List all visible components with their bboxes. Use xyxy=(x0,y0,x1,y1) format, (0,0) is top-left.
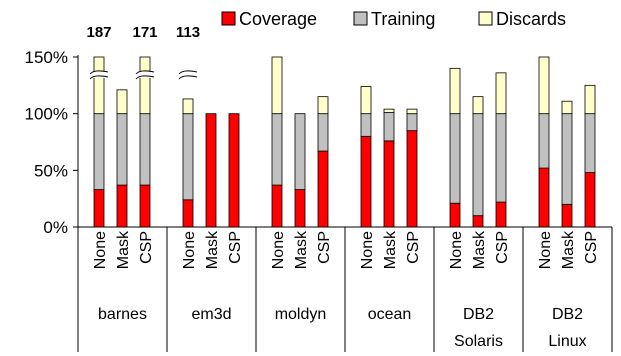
bar-label: None xyxy=(92,231,109,269)
axis-break-gap xyxy=(180,72,196,78)
bar-label: CSP xyxy=(138,231,155,264)
bar-label: Mask xyxy=(560,230,577,269)
bar-training-ocean-none xyxy=(360,113,372,137)
y-tick-label: 100% xyxy=(25,105,68,124)
bar-training-db2-linux-none xyxy=(538,113,550,169)
bar-training-db2-solaris-csp xyxy=(495,113,507,203)
y-tick-label: 0% xyxy=(43,218,68,237)
bar-label: CSP xyxy=(316,231,333,264)
bar-label: None xyxy=(270,231,287,269)
bar-discards-db2-solaris-csp xyxy=(495,72,507,115)
bar-overflow-label: 171 xyxy=(132,24,157,41)
axis-break-mark xyxy=(89,70,109,75)
bar-label: Mask xyxy=(471,230,488,269)
bar-discards-moldyn-csp xyxy=(317,96,329,115)
bar-training-barnes-none xyxy=(93,113,105,190)
legend-label-discards: Discards xyxy=(496,9,566,29)
bar-discards-db2-linux-csp xyxy=(584,84,596,115)
group-label: DB2 xyxy=(463,306,494,323)
bar-training-db2-linux-csp xyxy=(584,113,596,173)
legend-label-coverage: Coverage xyxy=(239,9,317,29)
bar-label: Mask xyxy=(115,230,132,269)
group-label: em3d xyxy=(191,306,231,323)
y-tick-label: 150% xyxy=(25,48,68,67)
bar-training-moldyn-none xyxy=(271,113,283,186)
bar-coverage-moldyn-mask xyxy=(294,189,306,228)
bar-label: CSP xyxy=(405,231,422,264)
bar-coverage-db2-linux-none xyxy=(538,167,550,228)
bar-training-barnes-mask xyxy=(116,113,128,186)
bar-coverage-db2-solaris-mask xyxy=(472,215,484,228)
bar-discards-barnes-csp xyxy=(139,56,151,115)
bar-coverage-barnes-csp xyxy=(139,184,151,228)
bar-label: Mask xyxy=(382,230,399,269)
group-label: moldyn xyxy=(275,306,327,323)
bar-label: None xyxy=(448,231,465,269)
group-label: ocean xyxy=(368,306,412,323)
bar-discards-db2-linux-none xyxy=(538,56,550,115)
bar-coverage-em3d-mask xyxy=(205,113,217,228)
bar-training-moldyn-mask xyxy=(294,113,306,190)
bar-coverage-moldyn-csp xyxy=(317,150,329,228)
bar-training-db2-linux-mask xyxy=(561,113,573,205)
bar-coverage-db2-solaris-csp xyxy=(495,201,507,228)
legend-swatch-coverage xyxy=(221,11,236,26)
legend-swatch-discards xyxy=(478,11,493,26)
bar-label: CSP xyxy=(494,231,511,264)
bar-coverage-db2-linux-mask xyxy=(561,203,573,228)
bar-coverage-ocean-csp xyxy=(406,130,418,228)
axis-break-mark xyxy=(178,70,198,75)
group-label: Solaris xyxy=(454,333,503,350)
bar-training-db2-solaris-none xyxy=(449,113,461,204)
bar-coverage-db2-solaris-none xyxy=(449,202,461,228)
bar-training-moldyn-csp xyxy=(317,113,329,152)
bar-discards-barnes-none xyxy=(93,56,105,115)
bar-training-em3d-none xyxy=(182,113,194,201)
legend-label-training: Training xyxy=(371,9,435,29)
axis-break-mark xyxy=(135,75,155,80)
bar-label: None xyxy=(181,231,198,269)
bar-discards-ocean-csp xyxy=(406,108,418,115)
bar-training-db2-solaris-mask xyxy=(472,113,484,217)
bar-label: Mask xyxy=(293,230,310,269)
bar-overflow-label: 113 xyxy=(176,24,200,41)
bar-discards-barnes-mask xyxy=(116,89,128,115)
bar-discards-db2-linux-mask xyxy=(561,100,573,115)
bar-training-ocean-csp xyxy=(406,113,418,132)
axis-break-mark xyxy=(178,75,198,80)
bar-coverage-barnes-none xyxy=(93,189,105,228)
bar-label: None xyxy=(359,231,376,269)
bar-label: CSP xyxy=(583,231,600,264)
group-label: DB2 xyxy=(552,306,583,323)
axis-break-gap xyxy=(137,72,153,78)
bar-label: Mask xyxy=(204,230,221,269)
bar-coverage-db2-linux-csp xyxy=(584,172,596,228)
bar-coverage-em3d-csp xyxy=(228,113,240,228)
bar-coverage-moldyn-none xyxy=(271,184,283,228)
bar-discards-moldyn-none xyxy=(271,56,283,115)
bar-training-ocean-mask xyxy=(383,112,395,142)
bar-discards-ocean-mask xyxy=(383,108,395,113)
bar-discards-db2-solaris-none xyxy=(449,67,461,115)
bar-overflow-label: 187 xyxy=(86,24,111,41)
legend-swatch-training xyxy=(353,11,368,26)
bar-coverage-barnes-mask xyxy=(116,184,128,228)
bar-discards-em3d-none xyxy=(182,98,194,115)
axis-break-gap xyxy=(91,72,107,78)
bar-discards-db2-solaris-mask xyxy=(472,96,484,115)
axis-break-mark xyxy=(89,75,109,80)
bar-discards-ocean-none xyxy=(360,86,372,115)
axis-break-mark xyxy=(135,70,155,75)
group-label: barnes xyxy=(98,306,147,323)
y-tick-label: 50% xyxy=(34,161,68,180)
bar-label: None xyxy=(537,231,554,269)
bar-coverage-ocean-none xyxy=(360,135,372,228)
group-label: Linux xyxy=(548,333,586,350)
bar-coverage-ocean-mask xyxy=(383,140,395,228)
bar-training-barnes-csp xyxy=(139,113,151,186)
bar-coverage-em3d-none xyxy=(182,199,194,228)
bar-label: CSP xyxy=(227,231,244,264)
